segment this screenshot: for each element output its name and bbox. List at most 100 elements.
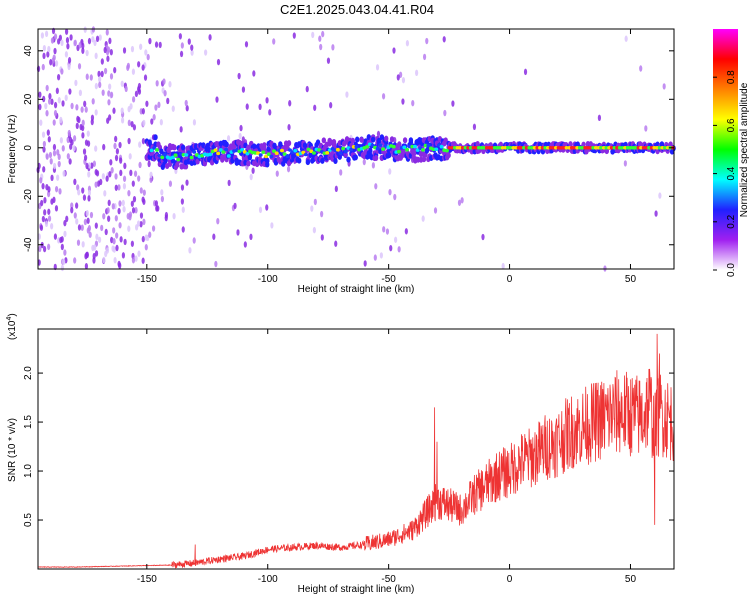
x-tick-label: 0 [507,274,513,285]
noise-cell [45,153,49,160]
noise-cell [132,195,137,203]
noise-cell [86,227,90,234]
noise-cell [73,212,77,219]
noise-cell [139,43,143,50]
noise-cell [41,63,45,71]
noise-cell [142,218,146,226]
noise-cell [89,74,93,81]
noise-cell [321,30,325,38]
signal-core-cell [349,147,354,152]
signal-core-cell [375,146,380,151]
noise-cell [99,178,103,186]
noise-cell [88,231,92,238]
noise-cell [69,34,73,41]
noise-cell [156,205,160,212]
noise-cell [127,119,131,127]
noise-cell [102,143,106,151]
y-tick-label: -20 [23,189,34,204]
signal-cell [353,154,358,161]
noise-cell [147,160,151,168]
noise-cell [63,249,67,256]
noise-cell [81,42,85,50]
noise-cell [47,98,52,105]
noise-cell [142,119,146,127]
noise-cell [243,241,247,248]
noise-cell [388,168,392,175]
noise-cell [86,217,90,224]
noise-cell [93,39,97,47]
noise-cell [45,183,49,191]
noise-cell [249,173,253,181]
noise-cell [43,245,47,253]
snr-y-label: SNR (10 * v/v) [7,418,18,482]
noise-cell [381,93,386,100]
noise-cell [376,130,381,138]
spectrogram-x-label: Height of straight line (km) [298,284,415,295]
noise-cell [112,107,116,114]
noise-cell [226,135,231,142]
noise-cell [76,239,81,246]
signal-core-cell [280,148,285,153]
noise-cell [275,170,279,177]
noise-cell [122,206,126,213]
noise-cell [66,43,70,50]
noise-cell [94,250,99,257]
noise-cell [103,67,108,75]
noise-cell [166,97,170,105]
noise-cell [141,137,146,145]
noise-cell [114,173,118,180]
noise-cell [38,245,42,253]
noise-cell [121,252,125,259]
noise-cell [472,123,477,131]
noise-cell [112,238,116,245]
noise-cell [83,100,87,108]
noise-cell [98,76,102,83]
noise-cell [60,243,64,251]
colorbar-tick-label: 0.8 [726,70,737,84]
signal-core-cell [189,155,194,160]
noise-cell [114,135,118,143]
spectrogram-frame [37,28,675,270]
noise-cell [128,211,133,218]
signal-core-cell [343,149,348,154]
noise-cell [146,53,150,61]
signal-core-cell [269,154,274,159]
noise-cell [305,85,309,93]
noise-cell [288,100,292,107]
noise-cell [102,256,106,264]
noise-cell [501,262,505,270]
noise-cell [108,83,112,90]
noise-cell [107,199,111,207]
y-tick-label: 20 [23,93,34,105]
noise-cell [597,114,602,122]
noise-cell [141,257,145,264]
noise-cell [129,103,133,110]
noise-cell [152,114,156,121]
noise-cell [148,37,152,45]
noise-cell [318,35,322,42]
noise-cell [181,226,185,233]
noise-cell [70,202,74,209]
signal-cell [368,147,373,154]
noise-cell [59,137,63,144]
noise-cell [128,153,132,160]
noise-cell [81,124,85,132]
noise-cell [54,205,59,212]
noise-cell [69,136,73,144]
colorbar-tick-label: 0.4 [726,166,737,180]
noise-cell [144,234,148,241]
noise-cell [443,109,447,117]
noise-cell [334,240,338,247]
noise-cell [134,255,138,262]
noise-cell [399,71,403,78]
signal-core-cell [415,148,420,152]
noise-cell [136,220,141,227]
noise-cell [137,82,142,90]
noise-cell [77,224,82,231]
noise-cell [85,209,89,217]
noise-cell [245,103,249,110]
noise-cell [77,116,81,124]
noise-cell [658,192,662,199]
noise-cell [46,51,50,58]
noise-cell [105,175,109,182]
